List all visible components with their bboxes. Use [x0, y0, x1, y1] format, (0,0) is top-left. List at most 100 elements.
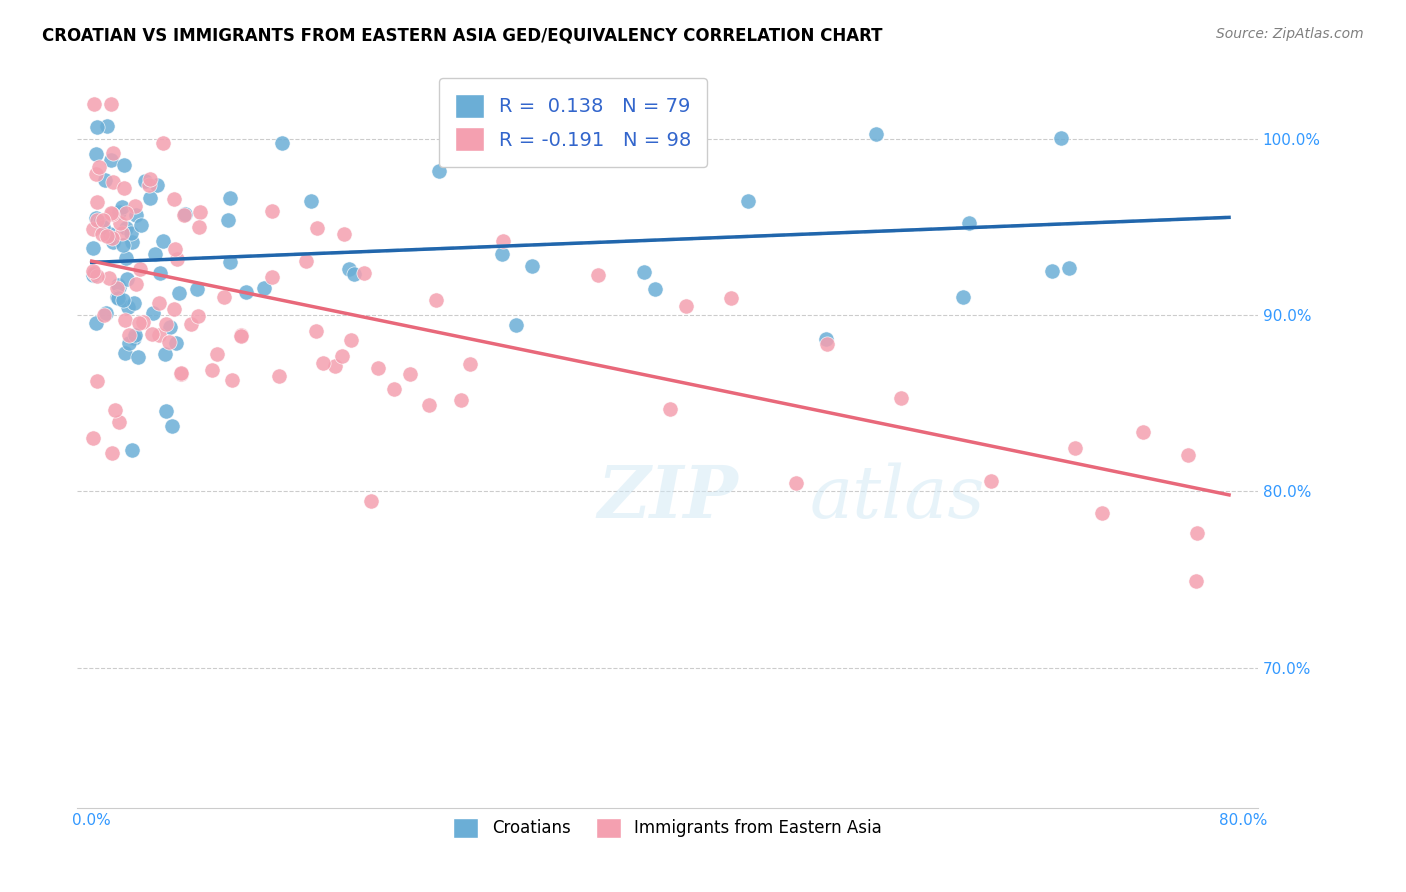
Point	[146, 178, 169, 192]
Text: Source: ZipAtlas.com: Source: ZipAtlas.com	[1216, 27, 1364, 41]
Point	[115, 272, 138, 286]
Point	[229, 328, 252, 343]
Point	[84, 316, 107, 330]
Point	[155, 403, 177, 417]
Text: atlas: atlas	[810, 462, 984, 533]
Point	[128, 316, 150, 330]
Point	[425, 293, 447, 308]
Point	[107, 204, 129, 219]
Point	[101, 146, 124, 161]
Point	[218, 191, 240, 205]
Point	[562, 134, 585, 148]
Point	[235, 285, 257, 299]
Point	[100, 206, 122, 220]
Point	[173, 209, 195, 223]
Point	[323, 359, 346, 374]
Point	[84, 211, 107, 225]
Point	[112, 181, 135, 195]
Point	[115, 221, 138, 235]
Point	[658, 401, 681, 416]
Point	[86, 120, 108, 135]
Point	[624, 107, 647, 121]
Point	[86, 213, 108, 227]
Point	[108, 216, 131, 230]
Point	[491, 96, 513, 111]
Point	[491, 246, 513, 260]
Point	[165, 243, 187, 257]
Point	[83, 266, 105, 280]
Point	[111, 200, 134, 214]
Point	[129, 261, 152, 276]
Point	[957, 216, 980, 230]
Point	[89, 160, 111, 174]
Point	[91, 212, 114, 227]
Point	[129, 219, 152, 233]
Point	[260, 204, 283, 219]
Point	[187, 310, 209, 324]
Point	[149, 266, 172, 280]
Point	[212, 290, 235, 304]
Point	[505, 318, 527, 333]
Point	[890, 392, 912, 406]
Point	[94, 173, 117, 187]
Point	[112, 158, 135, 172]
Point	[337, 262, 360, 277]
Point	[160, 419, 183, 434]
Point	[117, 301, 139, 315]
Point	[91, 220, 114, 235]
Point	[253, 280, 276, 294]
Point	[269, 368, 291, 383]
Point	[952, 290, 974, 304]
Point	[492, 234, 515, 248]
Point	[145, 247, 167, 261]
Point	[120, 226, 142, 240]
Point	[125, 277, 148, 292]
Point	[382, 382, 405, 396]
Point	[89, 215, 111, 229]
Point	[1063, 441, 1085, 455]
Point	[121, 235, 143, 249]
Point	[737, 194, 759, 209]
Point	[1091, 506, 1114, 520]
Point	[170, 367, 193, 381]
Point	[108, 415, 131, 429]
Point	[83, 96, 105, 111]
Point	[139, 172, 162, 186]
Point	[815, 336, 838, 351]
Point	[221, 373, 243, 387]
Point	[98, 229, 121, 244]
Point	[138, 191, 160, 205]
Point	[152, 136, 174, 151]
Point	[148, 296, 170, 310]
Point	[675, 299, 697, 313]
Point	[141, 327, 163, 342]
Point	[399, 368, 422, 382]
Point	[231, 328, 253, 343]
Point	[343, 267, 366, 281]
Point	[367, 361, 389, 376]
Point	[82, 431, 104, 445]
Point	[84, 167, 107, 181]
Point	[188, 205, 211, 219]
Point	[1177, 448, 1199, 462]
Point	[219, 255, 242, 269]
Point	[148, 327, 170, 342]
Point	[121, 442, 143, 457]
Point	[201, 363, 224, 377]
Legend: Croatians, Immigrants from Eastern Asia: Croatians, Immigrants from Eastern Asia	[447, 811, 889, 845]
Point	[353, 266, 375, 280]
Point	[305, 324, 328, 338]
Point	[522, 259, 544, 273]
Point	[170, 368, 193, 382]
Text: ZIP: ZIP	[598, 462, 738, 533]
Point	[84, 147, 107, 161]
Point	[82, 241, 104, 255]
Point	[460, 357, 482, 371]
Point	[114, 313, 136, 327]
Point	[205, 347, 228, 361]
Point	[174, 207, 197, 221]
Point	[111, 226, 134, 240]
Point	[159, 319, 181, 334]
Point	[980, 475, 1002, 489]
Point	[301, 194, 323, 209]
